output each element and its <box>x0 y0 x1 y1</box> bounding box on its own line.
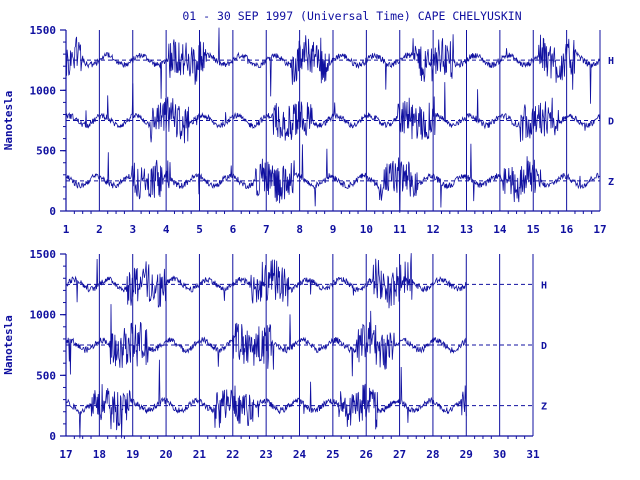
x-tick-label: 18 <box>93 448 106 461</box>
x-tick-label: 21 <box>193 448 207 461</box>
x-tick-label: 9 <box>330 223 337 236</box>
x-tick-label: 12 <box>427 223 440 236</box>
series-trace-z <box>65 143 601 213</box>
series-label-d: D <box>541 341 547 352</box>
y-tick-label: 500 <box>36 369 56 382</box>
series-label-z: Z <box>608 177 614 188</box>
x-tick-label: 14 <box>493 223 507 236</box>
x-tick-label: 25 <box>326 448 339 461</box>
y-axis-label: Nanotesla <box>2 315 15 375</box>
series-trace-h <box>65 253 467 309</box>
x-tick-label: 8 <box>296 223 303 236</box>
series-trace-z <box>65 359 467 439</box>
x-tick-label: 1 <box>63 223 70 236</box>
x-tick-label: 15 <box>527 223 540 236</box>
x-tick-label: 24 <box>293 448 307 461</box>
x-tick-label: 19 <box>126 448 139 461</box>
x-tick-label: 22 <box>226 448 239 461</box>
x-tick-label: 2 <box>96 223 103 236</box>
series-label-z: Z <box>541 402 547 413</box>
y-tick-label: 1000 <box>30 309 57 322</box>
x-tick-label: 13 <box>460 223 473 236</box>
x-tick-label: 31 <box>526 448 540 461</box>
series-trace-d <box>65 82 601 144</box>
y-tick-label: 500 <box>36 145 56 158</box>
series-trace-h <box>65 27 601 104</box>
y-axis-label: Nanotesla <box>2 91 15 151</box>
y-tick-label: 0 <box>49 430 56 443</box>
y-tick-label: 1500 <box>30 248 57 261</box>
y-tick-label: 1500 <box>30 24 57 37</box>
x-tick-label: 23 <box>260 448 273 461</box>
series-label-h: H <box>541 280 547 291</box>
x-tick-label: 10 <box>360 223 373 236</box>
series-label-d: D <box>608 117 614 128</box>
x-tick-label: 7 <box>263 223 270 236</box>
x-tick-label: 27 <box>393 448 406 461</box>
x-tick-label: 30 <box>493 448 506 461</box>
bottom-panel: 17 18 19 20 21 22 23 24 25 26 27 28 29 30 31 0 500 1000 15… <box>2 248 547 461</box>
y-tick-label: 0 <box>49 205 56 218</box>
x-tick-label: 17 <box>593 223 606 236</box>
top-panel: 1 2 3 4 5 6 7 8 9 10 11 12 13 14 15 16 17050010001500Nan… <box>2 24 614 236</box>
series-label-h: H <box>608 56 614 67</box>
x-tick-label: 3 <box>129 223 136 236</box>
x-tick-label: 5 <box>196 223 203 236</box>
chart-title: 01 - 30 SEP 1997 (Universal Time) CAPE C… <box>182 9 521 23</box>
x-tick-label: 29 <box>460 448 473 461</box>
x-tick-label: 6 <box>230 223 237 236</box>
x-tick-label: 17 <box>59 448 72 461</box>
x-tick-label: 28 <box>426 448 439 461</box>
x-tick-label: 20 <box>159 448 172 461</box>
series-trace-d <box>65 304 467 377</box>
y-tick-label: 1000 <box>30 84 57 97</box>
x-tick-label: 4 <box>163 223 170 236</box>
x-tick-label: 26 <box>360 448 374 461</box>
x-tick-label: 11 <box>393 223 407 236</box>
x-tick-label: 16 <box>560 223 574 236</box>
